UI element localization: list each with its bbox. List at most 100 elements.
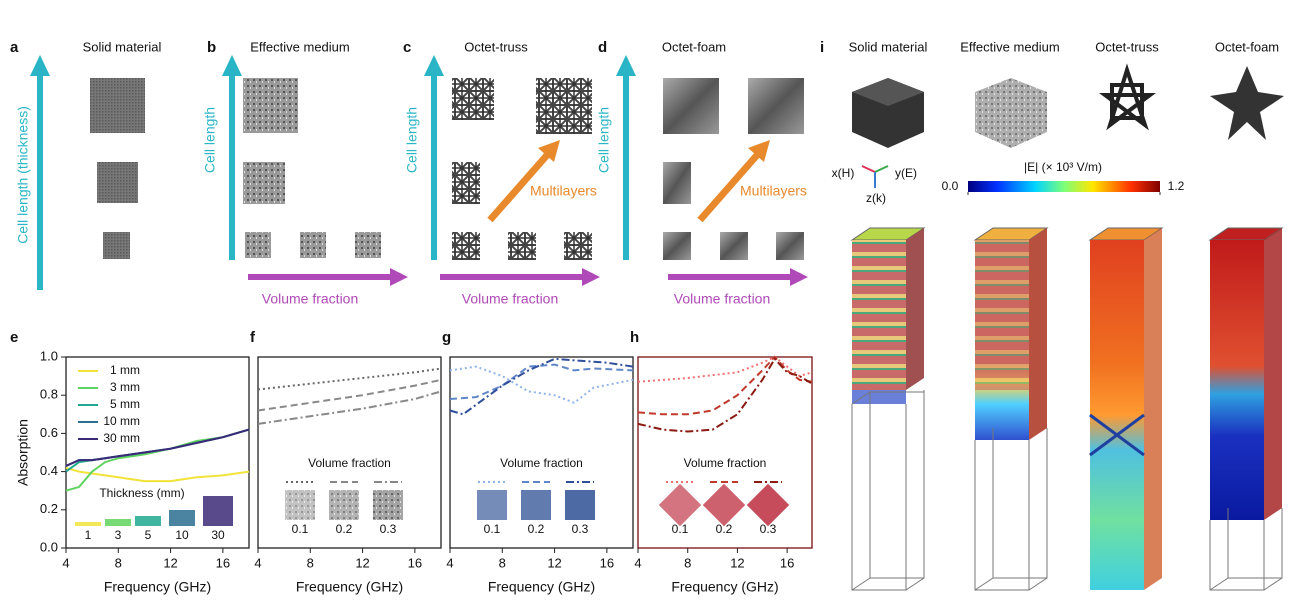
- plot-frame: [65, 356, 250, 549]
- cube: [97, 162, 138, 203]
- arrow-head: [538, 140, 560, 162]
- sample-cell: [702, 483, 746, 527]
- cube: [90, 78, 145, 133]
- cube-top: [852, 78, 924, 106]
- arrow-head: [424, 55, 444, 76]
- field-column: [973, 227, 1049, 591]
- y-axis-label: Absorption: [15, 419, 31, 486]
- sample-cell: [477, 490, 507, 520]
- arrow-head: [790, 268, 808, 286]
- cube: [243, 78, 298, 133]
- column-title: Solid material: [849, 39, 928, 54]
- cube: [243, 162, 285, 204]
- panel-title: Octet-foam: [662, 39, 726, 54]
- multilayer-arrow: [697, 151, 761, 223]
- column-title: Octet-foam: [1215, 39, 1279, 54]
- sample-cell: [658, 483, 702, 527]
- cube: [776, 232, 804, 260]
- arrow-head: [222, 55, 242, 76]
- column-front: [1090, 240, 1144, 590]
- thickness-sample: [203, 496, 233, 526]
- x-tick-label: 16: [408, 555, 422, 570]
- sample-cell: [565, 490, 595, 520]
- legend-label: 0.1: [672, 522, 689, 536]
- cube: [245, 232, 271, 258]
- arrow-label: Multilayers: [530, 183, 597, 199]
- panel-label: a: [10, 39, 19, 56]
- x-tick-label: 12: [355, 555, 369, 570]
- thickness-sample: [75, 522, 101, 526]
- series-line: [257, 367, 442, 391]
- column-title: Octet-truss: [1095, 39, 1159, 54]
- inset-label: 10: [175, 528, 189, 542]
- legend-label: 10 mm: [103, 414, 140, 428]
- legend-title: Volume fraction: [308, 456, 391, 470]
- x-tick-label: 8: [115, 555, 122, 570]
- column-stripes: [975, 240, 1029, 390]
- foam-cell: [1210, 66, 1284, 140]
- axis-label: z(k): [866, 191, 886, 205]
- panel-label: f: [250, 329, 256, 346]
- colorbar: [968, 181, 1160, 192]
- sample-cell: [521, 490, 551, 520]
- column-side: [1029, 228, 1047, 440]
- legend-title: Volume fraction: [500, 456, 583, 470]
- y-tick-label: 0.0: [40, 539, 58, 554]
- panel-b: b Effective medium Cell length Volume fr…: [202, 39, 408, 307]
- panel-label: b: [207, 39, 216, 56]
- cube: [300, 232, 326, 258]
- inset-label: 5: [145, 528, 152, 542]
- cube: [452, 162, 480, 204]
- x-label: Volume fraction: [462, 291, 559, 307]
- series-line: [65, 466, 250, 483]
- series-line: [449, 363, 634, 400]
- cube: [452, 78, 494, 120]
- inset-label: 1: [85, 528, 92, 542]
- column-front: [1210, 240, 1264, 520]
- wireframe: [1209, 508, 1283, 591]
- column-side: [906, 228, 924, 390]
- x-axis-label: Frequency (GHz): [104, 579, 211, 595]
- x-axis-label: Frequency (GHz): [488, 579, 595, 595]
- legend-label: 0.2: [528, 522, 545, 536]
- x-tick-label: 4: [254, 555, 261, 570]
- truss-cell: [1099, 63, 1156, 131]
- x-tick-label: 16: [600, 555, 614, 570]
- series-line: [257, 378, 442, 412]
- series-line: [65, 428, 250, 467]
- x-tick-label: 4: [634, 555, 641, 570]
- panel-label: g: [442, 329, 451, 346]
- column-side: [1144, 228, 1162, 590]
- sample-cell: [329, 490, 359, 520]
- y-label: Cell length (thickness): [15, 106, 31, 244]
- x-tick-label: 12: [163, 555, 177, 570]
- y-tick-label: 0.4: [40, 463, 58, 478]
- wireframe: [974, 428, 1048, 591]
- cube: [663, 162, 691, 204]
- inset-title: Thickness (mm): [99, 486, 184, 500]
- column-front: [852, 240, 906, 390]
- truss-strut: [1089, 413, 1145, 457]
- colorbar-tick-label: 0.0: [942, 179, 959, 193]
- legend-label: 5 mm: [110, 397, 140, 411]
- y-tick-label: 1.0: [40, 348, 58, 363]
- panel-a: a Solid material Cell length (thickness): [10, 39, 161, 290]
- panel-label: h: [630, 329, 639, 346]
- x-tick-label: 8: [307, 555, 314, 570]
- axis-icon: [861, 165, 876, 173]
- plot-frame: [637, 356, 813, 549]
- plot-frame: [257, 356, 442, 549]
- y-tick-label: 0.6: [40, 425, 58, 440]
- cube: [748, 78, 804, 134]
- x-tick-label: 16: [216, 555, 230, 570]
- plot-frame: [449, 356, 634, 549]
- panel-d: d Octet-foam Cell length Multilayers Vol…: [596, 39, 808, 307]
- arrow-label: Multilayers: [740, 183, 807, 199]
- column-side: [1264, 228, 1282, 520]
- cube: [564, 232, 592, 260]
- column-title: Effective medium: [960, 39, 1059, 54]
- panel-i: i Solid material Effective medium Octet-…: [820, 39, 1284, 591]
- x-axis-label: Frequency (GHz): [671, 579, 778, 595]
- legend-label: 0.2: [336, 522, 353, 536]
- y-tick-label: 0.2: [40, 501, 58, 516]
